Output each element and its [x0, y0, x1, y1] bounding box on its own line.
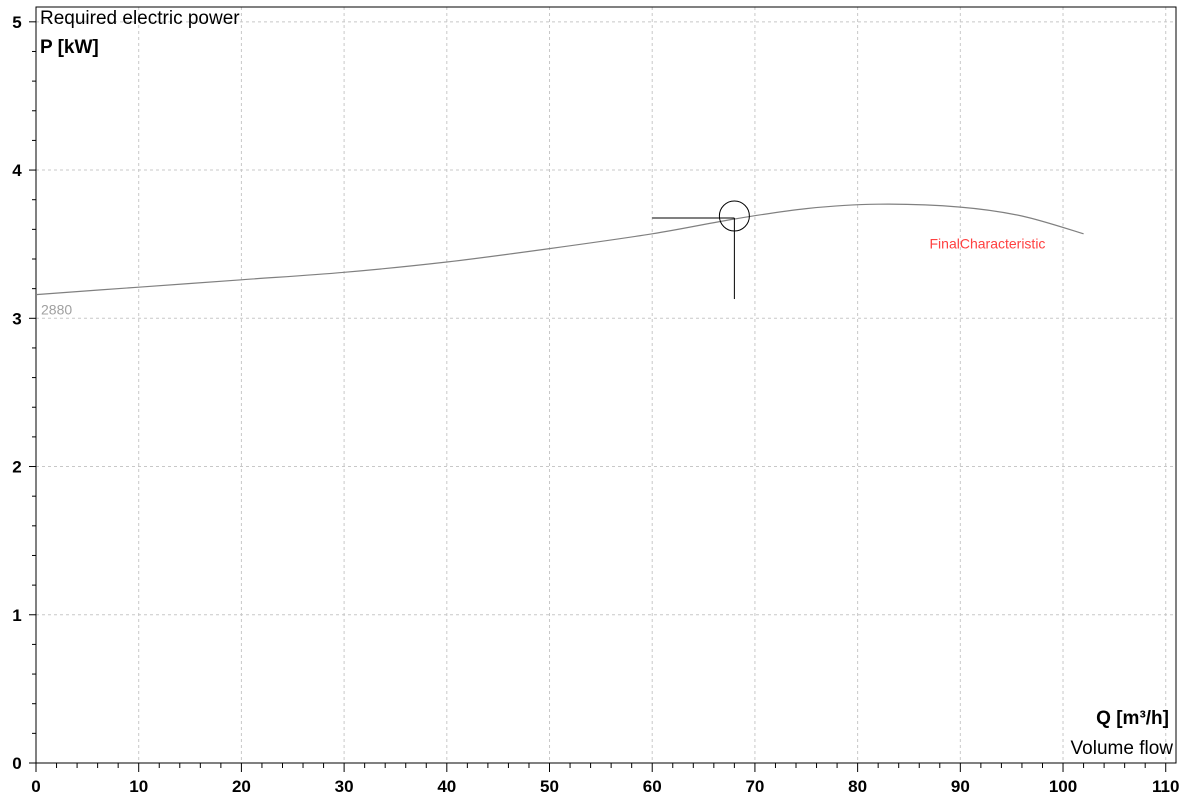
x-tick-label: 90 [951, 777, 970, 796]
y-axis-label: P [kW] [40, 37, 99, 58]
x-tick-label: 10 [129, 777, 148, 796]
x-axis-caption: Volume flow [1071, 738, 1174, 759]
y-tick-label: 1 [12, 606, 21, 625]
x-tick-label: 50 [540, 777, 559, 796]
y-tick-label: 3 [12, 309, 21, 328]
series-layer: 2880 FinalCharacteristic [35, 203, 1084, 318]
x-tick-label: 0 [31, 777, 40, 796]
axis-ticks [29, 21, 1167, 772]
x-tick-label: 60 [643, 777, 662, 796]
x-tick-label: 40 [437, 777, 456, 796]
y-tick-labels: 0 1 2 3 4 5 [12, 13, 22, 773]
x-tick-label: 110 [1152, 777, 1179, 796]
x-tick-label: 70 [745, 777, 764, 796]
x-axis-label: Q [m³/h] [1096, 708, 1169, 729]
x-tick-label: 30 [335, 777, 354, 796]
operating-point [652, 200, 750, 300]
series-label: 2880 [41, 302, 72, 318]
x-tick-label: 80 [848, 777, 867, 796]
grid [36, 7, 1176, 763]
plot-frame [35, 6, 1177, 764]
x-tick-labels: 0 10 20 30 40 50 60 70 80 90 100 110 [31, 777, 1179, 796]
curve-annotation: FinalCharacteristic [930, 236, 1046, 252]
x-tick-label: 100 [1049, 777, 1077, 796]
y-tick-label: 4 [12, 161, 22, 180]
y-tick-label: 2 [12, 458, 21, 477]
y-tick-label: 5 [12, 13, 21, 32]
series-line [35, 203, 1084, 296]
x-tick-label: 20 [232, 777, 251, 796]
chart-title: Required electric power [40, 8, 240, 29]
y-tick-label: 0 [12, 754, 21, 773]
